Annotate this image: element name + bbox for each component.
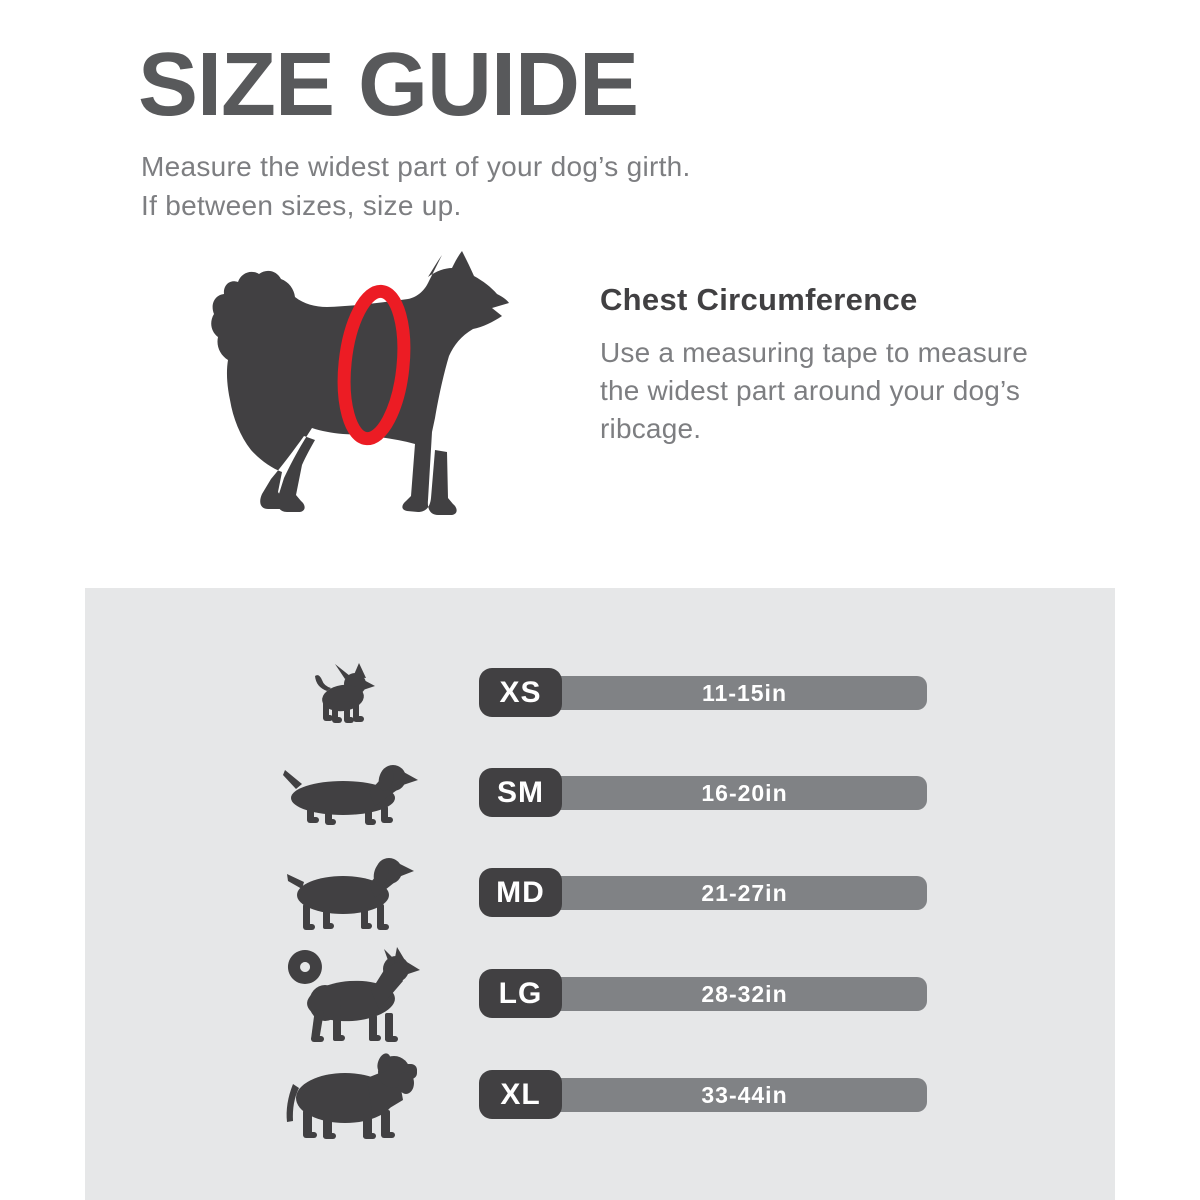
size-range-label: 11-15in xyxy=(702,679,787,706)
size-range-bar: 28-32in xyxy=(505,977,927,1011)
subtitle-line-1: Measure the widest part of your dog’s gi… xyxy=(141,151,691,182)
md-dog-icon xyxy=(287,858,414,930)
size-range-bar: 11-15in xyxy=(505,676,927,710)
measurement-description: Use a measuring tape to measure the wide… xyxy=(600,337,1028,444)
chest-ring-icon xyxy=(337,284,411,446)
measurement-heading: Chest Circumference xyxy=(600,282,918,317)
measurement-instructions: Chest Circumference Use a measuring tape… xyxy=(600,282,1045,448)
page-title: SIZE GUIDE xyxy=(138,35,639,135)
size-badge: MD xyxy=(479,868,562,917)
size-chart-panel: 11-15in XS xyxy=(85,588,1115,1200)
subtitle-line-2: If between sizes, size up. xyxy=(141,190,462,221)
size-range-label: 33-44in xyxy=(701,1081,788,1108)
size-range-bar: 16-20in xyxy=(505,776,927,810)
size-range-bar: 21-27in xyxy=(505,876,927,910)
size-range-label: 21-27in xyxy=(701,879,788,906)
size-badge: SM xyxy=(479,768,562,817)
size-row-sm: 16-20in SM xyxy=(85,743,1115,843)
size-row-md: 21-27in MD xyxy=(85,843,1115,943)
size-row-xl: 33-44in XL xyxy=(85,1045,1115,1145)
page-subtitle: Measure the widest part of your dog’s gi… xyxy=(141,147,691,225)
lg-dog-icon xyxy=(287,947,420,1042)
size-range-label: 16-20in xyxy=(701,779,788,806)
size-range-label: 28-32in xyxy=(701,980,788,1007)
xl-dog-icon xyxy=(286,1053,417,1139)
size-row-lg: 28-32in LG xyxy=(85,944,1115,1044)
sm-dog-icon xyxy=(283,765,418,825)
size-row-xs: 11-15in XS xyxy=(85,643,1115,743)
xs-dog-icon xyxy=(315,663,375,723)
size-range-bar: 33-44in xyxy=(505,1078,927,1112)
dog-silhouette-with-chest-ring-icon xyxy=(211,251,509,515)
size-badge: XS xyxy=(479,668,562,717)
size-badge: LG xyxy=(479,969,562,1018)
size-badge: XL xyxy=(479,1070,562,1119)
